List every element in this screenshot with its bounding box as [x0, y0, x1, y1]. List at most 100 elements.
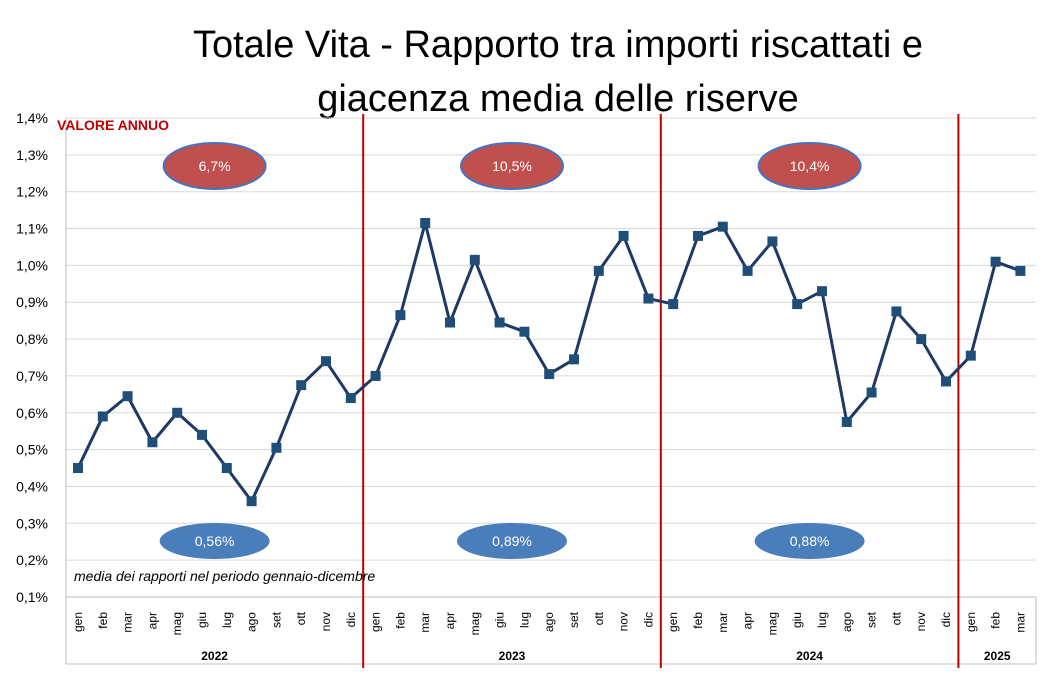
month-label: ott: [294, 611, 308, 625]
data-point: [494, 317, 505, 328]
month-label: nov: [914, 612, 928, 631]
chart-title-line-1: Totale Vita - Rapporto tra importi risca…: [193, 24, 923, 66]
month-label: mar: [1013, 612, 1027, 633]
y-tick-label: 0,1%: [16, 589, 48, 605]
month-label: dic: [641, 612, 655, 627]
data-point: [445, 317, 455, 328]
data-point: [395, 310, 406, 321]
data-point: [941, 376, 951, 387]
month-label: set: [865, 611, 879, 628]
month-label: ago: [245, 612, 259, 632]
year-label: 2025: [984, 649, 1011, 663]
average-note: media dei rapporti nel periodo gennaio-d…: [74, 568, 375, 584]
month-label: mar: [121, 612, 135, 633]
data-point: [866, 387, 877, 398]
series-line: [76, 221, 1021, 503]
annual-badge-value: 10,4%: [790, 158, 830, 174]
data-point: [420, 218, 431, 229]
month-label: nov: [319, 612, 333, 631]
data-point: [519, 326, 530, 337]
month-label: gen: [666, 612, 680, 632]
month-label: mag: [170, 612, 184, 635]
month-label: lug: [220, 612, 234, 628]
data-point: [197, 429, 207, 440]
data-point: [1015, 265, 1026, 276]
year-label: 2023: [499, 649, 526, 663]
data-point: [345, 393, 356, 404]
y-tick-label: 0,6%: [16, 405, 48, 421]
month-label: lug: [517, 612, 531, 628]
average-badge: 0,89%: [457, 523, 567, 559]
month-label: feb: [691, 612, 705, 629]
year-label: 2022: [201, 649, 228, 663]
y-tick-label: 0,8%: [16, 331, 48, 347]
annual-badge-shape: [460, 142, 564, 190]
annual-value-label: VALORE ANNUO: [57, 117, 169, 133]
month-label: apr: [443, 612, 457, 629]
data-point: [172, 407, 183, 418]
year-label: 2024: [796, 649, 823, 663]
annual-badge-value: 10,5%: [492, 158, 532, 174]
data-point: [668, 299, 679, 310]
month-label: feb: [96, 612, 110, 629]
month-label: giu: [493, 612, 507, 628]
data-point: [742, 265, 753, 276]
average-badge-value: 0,56%: [195, 533, 235, 549]
annual-badge-shape: [162, 142, 267, 190]
month-label: mar: [716, 612, 730, 633]
data-point: [296, 380, 307, 391]
month-label: mag: [468, 612, 482, 635]
month-label: dic: [344, 612, 358, 627]
month-label: mag: [765, 612, 779, 635]
data-point: [469, 254, 480, 265]
data-point: [792, 299, 803, 310]
month-label: giu: [195, 612, 209, 628]
axes: [65, 118, 1037, 665]
data-point: [321, 356, 331, 367]
month-label: gen: [964, 612, 978, 632]
month-label: giu: [790, 612, 804, 628]
month-label: set: [567, 611, 581, 628]
annual-badge-value: 6,7%: [199, 158, 231, 174]
y-tick-label: 1,4%: [16, 110, 48, 126]
data-point: [916, 334, 927, 345]
data-point: [841, 416, 852, 427]
y-tick-label: 0,7%: [16, 368, 48, 384]
y-tick-label: 0,3%: [16, 515, 48, 531]
data-point: [618, 230, 629, 241]
data-point: [817, 286, 827, 297]
y-tick-label: 0,5%: [16, 442, 48, 458]
month-label: gen: [369, 612, 383, 632]
month-label: apr: [145, 612, 159, 629]
y-tick-label: 0,4%: [16, 478, 48, 494]
month-label: feb: [393, 612, 407, 629]
average-badge-shape: [159, 523, 270, 559]
data-point: [271, 442, 282, 453]
annual-badges: 6,7% 0,56% 10,5% 0,89% 10,4% 0,88%: [159, 142, 865, 559]
x-axis-categories: gen feb mar apr mag giu lug ago set ott nov dic gen f…: [71, 611, 1027, 663]
annual-value-badge: 6,7%: [162, 142, 267, 190]
annual-value-badge: 10,5%: [460, 142, 564, 190]
month-label: set: [269, 611, 283, 628]
month-label: apr: [741, 612, 755, 629]
data-point: [593, 265, 604, 276]
month-label: nov: [617, 612, 631, 631]
data-point: [122, 391, 133, 402]
y-tick-label: 0,2%: [16, 552, 48, 568]
y-tick-label: 1,3%: [16, 147, 48, 163]
data-point: [569, 354, 579, 365]
average-badge-value: 0,88%: [790, 533, 830, 549]
data-point: [221, 463, 232, 474]
y-tick-label: 1,2%: [16, 184, 48, 200]
month-label: ott: [889, 611, 903, 625]
chart-title-line-2: giacenza media delle riserve: [317, 78, 799, 120]
data-point: [643, 293, 654, 304]
month-label: lug: [815, 612, 829, 628]
data-point: [246, 496, 257, 507]
year-separators: [362, 114, 960, 668]
y-tick-label: 1,1%: [16, 221, 48, 237]
annual-badge-shape: [757, 142, 862, 190]
data-point: [891, 306, 902, 317]
data-point: [544, 369, 555, 380]
